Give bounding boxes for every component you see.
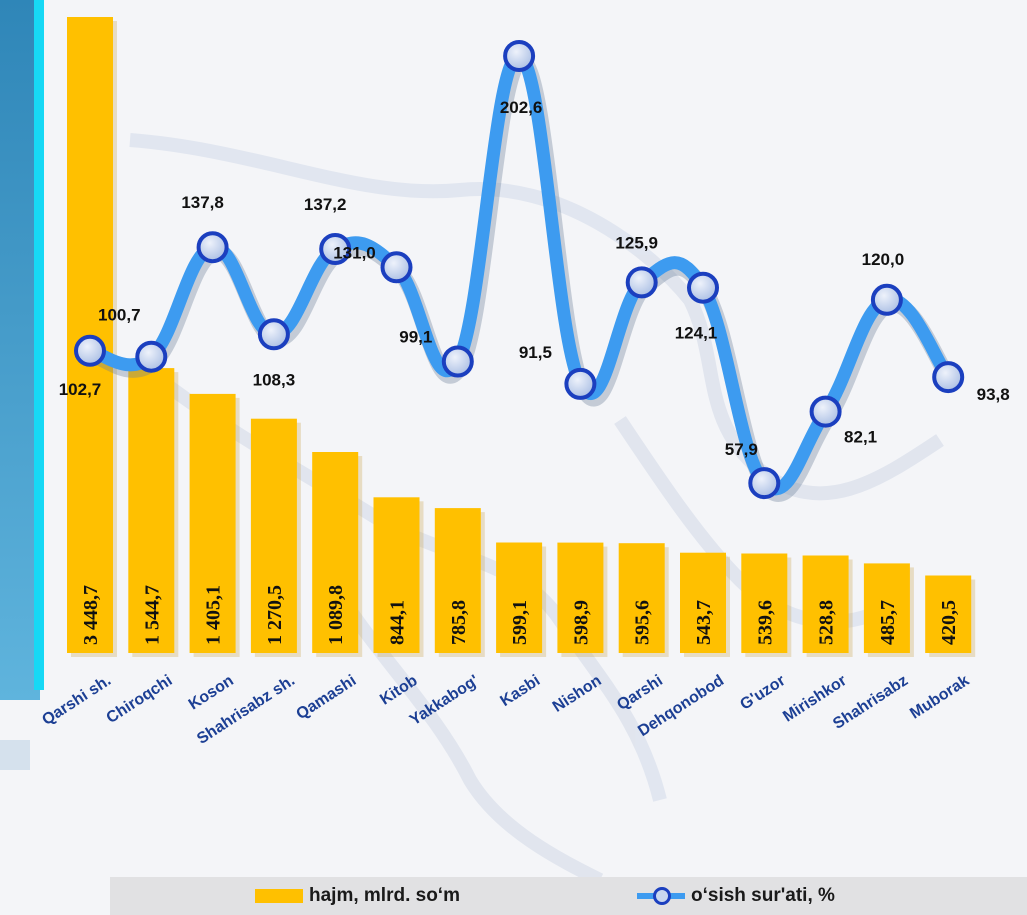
bar-value-labels: 3 448,7 1 544,7 1 405,1 1 270,5 1 089,8 844,1… — [80, 585, 960, 645]
line-value-label: 93,8 — [977, 385, 1010, 404]
line-value-labels: 102,7 100,7 137,8 108,3 137,2 131,0 99,1 202,6 9… — [59, 98, 1010, 459]
line-marker — [74, 334, 106, 367]
line-value-label: 124,1 — [675, 324, 718, 343]
bar — [925, 575, 972, 653]
bar-value-label: 543,7 — [693, 600, 715, 645]
bar-value-label: 420,5 — [938, 600, 960, 645]
legend-item-volume: hajm, mlrd. so‘m — [255, 877, 460, 915]
line-value-label: 137,8 — [181, 193, 224, 212]
bar-value-label: 3 448,7 — [80, 585, 102, 645]
bar-value-label: 528,8 — [816, 600, 838, 645]
legend-item-growth: o‘sish sur'ati, % — [637, 877, 835, 915]
bar-value-label: 844,1 — [387, 600, 409, 645]
bar-value-label: 1 089,8 — [325, 585, 347, 645]
bar-value-label: 1 544,7 — [141, 585, 163, 645]
line-value-label: 125,9 — [615, 233, 658, 252]
line-value-label: 91,5 — [519, 343, 552, 362]
line-marker — [932, 361, 965, 394]
line-value-label: 82,1 — [844, 428, 877, 447]
legend-line-swatch — [637, 887, 685, 905]
line-value-label: 100,7 — [98, 306, 141, 325]
bar — [312, 452, 359, 653]
bar — [680, 552, 726, 653]
bar — [189, 393, 236, 653]
line-marker — [135, 340, 168, 373]
bars — [67, 17, 976, 657]
line-value-label: 120,0 — [862, 250, 905, 269]
line-marker — [625, 266, 658, 299]
bar-value-label: 539,6 — [754, 600, 776, 645]
line-marker — [196, 231, 229, 264]
bar — [373, 497, 420, 653]
bar — [128, 368, 175, 653]
line-marker — [809, 395, 842, 428]
bar — [557, 542, 604, 653]
line-marker — [870, 283, 903, 316]
line-marker — [319, 233, 352, 265]
bar — [802, 555, 849, 653]
bar-value-label: 485,7 — [877, 600, 899, 645]
line-marker — [748, 467, 781, 500]
bar — [618, 543, 665, 653]
bar-value-label: 599,1 — [509, 600, 531, 645]
bar-value-label: 1 270,5 — [264, 585, 286, 645]
legend: hajm, mlrd. so‘m o‘sish sur'ati, % — [110, 877, 1027, 915]
line-marker — [257, 318, 290, 351]
line-marker — [503, 40, 536, 72]
line-value-label: 202,6 — [500, 98, 543, 117]
bar — [434, 508, 481, 653]
bar — [496, 542, 543, 653]
line-value-label: 108,3 — [253, 370, 296, 389]
bar — [250, 418, 297, 653]
bar-value-label: 598,9 — [570, 600, 592, 645]
bar — [741, 553, 788, 653]
line-marker — [380, 251, 413, 284]
line-value-label: 99,1 — [399, 328, 432, 347]
line-value-label: 137,2 — [304, 195, 347, 214]
bar-value-label: 595,6 — [632, 600, 654, 645]
line-marker — [441, 345, 474, 378]
legend-label-growth: o‘sish sur'ati, % — [691, 885, 835, 906]
line-marker — [564, 367, 597, 400]
line-value-label: 57,9 — [725, 440, 758, 459]
line-value-label: 131,0 — [333, 243, 376, 262]
bar — [863, 563, 910, 653]
line-marker — [687, 271, 719, 304]
bar-value-label: 785,8 — [448, 600, 470, 645]
legend-label-volume: hajm, mlrd. so‘m — [309, 885, 460, 906]
left-decorative-panel — [0, 0, 44, 770]
legend-bar-swatch — [255, 889, 303, 903]
line-markers — [74, 40, 965, 500]
line-value-label: 102,7 — [59, 380, 102, 399]
bar-value-label: 1 405,1 — [203, 585, 225, 645]
